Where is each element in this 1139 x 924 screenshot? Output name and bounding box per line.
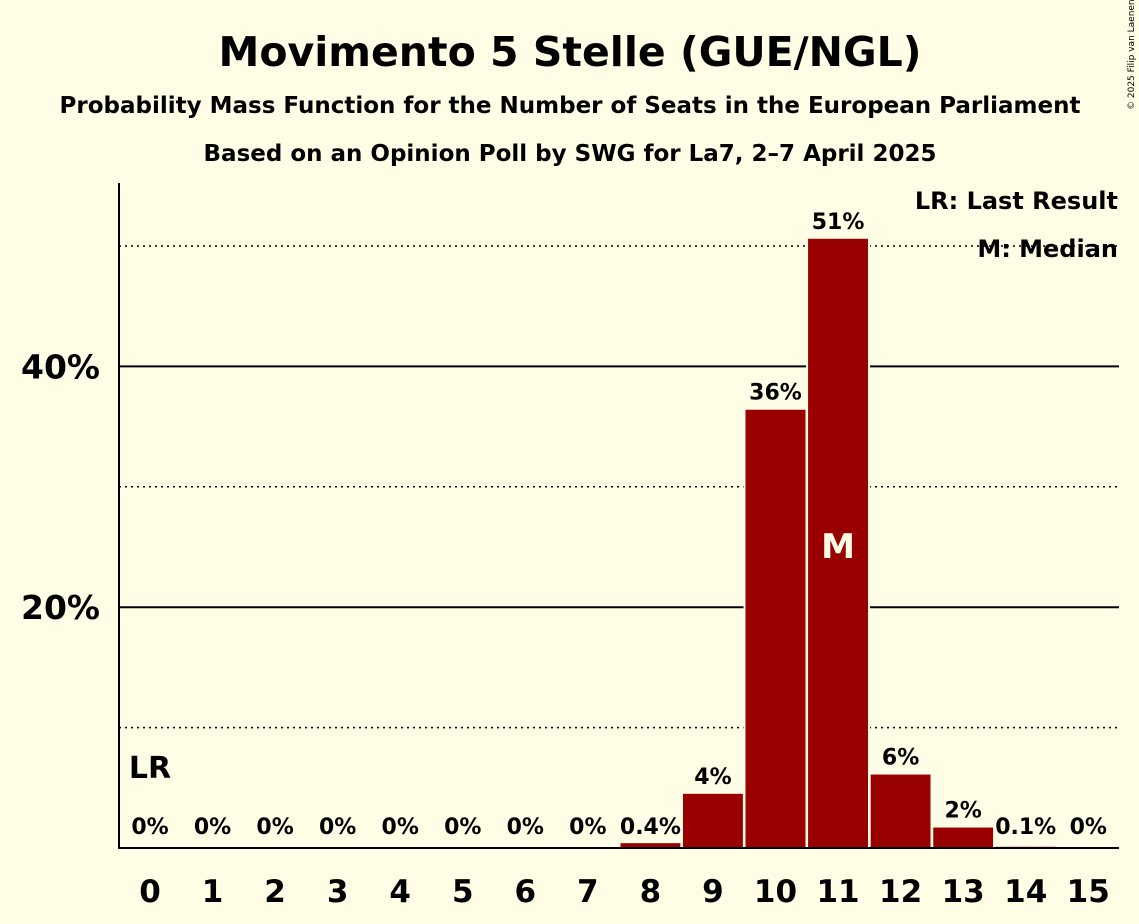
x-tick-label: 15 (1067, 874, 1110, 910)
copyright-text: © 2025 Filip van Laenen (1127, 0, 1137, 110)
bar (808, 238, 869, 848)
x-tick-label: 8 (640, 874, 662, 910)
x-tick-label: 7 (577, 874, 599, 910)
x-tick-label: 3 (327, 874, 349, 910)
bar-gap (993, 827, 996, 848)
x-tick-label: 12 (879, 874, 922, 910)
data-labels: 0% 0% 0% 0% 0% 0% 0% 0% 0.4% 4% 36% 51% 6% 2% 0.1% 0% (131, 210, 1107, 840)
x-tick-label: 13 (942, 874, 985, 910)
data-label: 0% (319, 815, 356, 840)
x-tick-label: 10 (754, 874, 797, 910)
bars (618, 238, 1058, 848)
x-tick-label: 6 (515, 874, 537, 910)
data-label: 0% (569, 815, 606, 840)
legend-median: M: Median (977, 235, 1118, 263)
bar-gap (930, 774, 933, 848)
bar-gap (680, 793, 683, 848)
data-label: 0% (194, 815, 231, 840)
x-tick-label: 9 (702, 874, 724, 910)
bar-gap (743, 409, 746, 848)
data-label: 0% (382, 815, 419, 840)
data-label: 0.1% (995, 815, 1056, 840)
bar-gap (618, 843, 621, 848)
bar (933, 827, 994, 848)
chart-subtitle: Probability Mass Function for the Number… (60, 93, 1081, 119)
y-tick-label: 20% (21, 588, 100, 627)
data-label: 4% (694, 765, 731, 790)
x-tick-label: 4 (389, 874, 411, 910)
x-tick-label: 11 (816, 874, 859, 910)
x-tick-label: 0 (139, 874, 161, 910)
bar (682, 793, 743, 848)
data-label: 6% (882, 746, 919, 771)
data-label: 0% (131, 815, 168, 840)
data-label: 0% (444, 815, 481, 840)
x-tick-label: 1 (202, 874, 224, 910)
median-marker: M (821, 527, 855, 567)
x-tick-label: 2 (264, 874, 286, 910)
y-tick-label: 40% (21, 347, 100, 386)
gridlines (119, 245, 1119, 729)
data-label: 51% (812, 210, 865, 235)
legend-last-result: LR: Last Result (915, 187, 1118, 215)
y-axis-ticks: 20% 40% (21, 347, 100, 627)
bar (745, 409, 806, 848)
bar (620, 843, 681, 848)
bar-gap (806, 238, 809, 848)
data-label: 2% (944, 799, 981, 824)
chart-title: Movimento 5 Stelle (GUE/NGL) (219, 28, 922, 76)
x-tick-label: 14 (1004, 874, 1047, 910)
data-label: 36% (749, 381, 802, 406)
data-label: 0.4% (620, 815, 681, 840)
bar-gap (931, 827, 934, 848)
bar (870, 774, 931, 848)
data-label: 0% (507, 815, 544, 840)
x-tick-label: 5 (452, 874, 474, 910)
bar-gap (868, 774, 871, 848)
chart-subtitle-2: Based on an Opinion Poll by SWG for La7,… (204, 141, 937, 167)
x-axis-ticks: 0 1 2 3 4 5 6 7 8 9 10 11 12 13 14 15 (139, 874, 1110, 910)
bar-gap (868, 238, 871, 848)
last-result-marker: LR (129, 751, 171, 786)
data-label: 0% (256, 815, 293, 840)
data-label: 0% (1070, 815, 1107, 840)
